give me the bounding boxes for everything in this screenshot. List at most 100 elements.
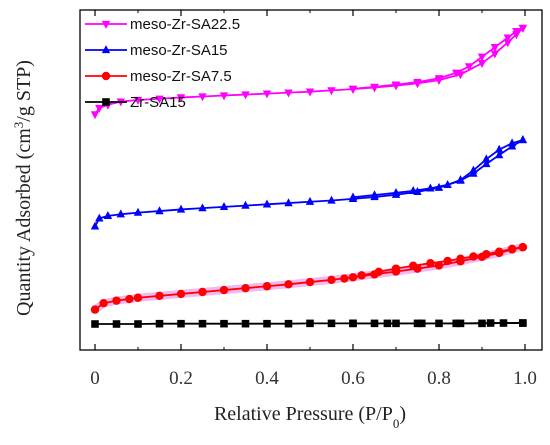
series-1-adsorption-point <box>495 150 504 159</box>
legend-item-2: meso-Zr-SA7.5 <box>85 68 232 85</box>
series-1-adsorption-point <box>305 196 315 205</box>
series-3-desorption-point <box>383 319 392 328</box>
series-1-adsorption-point <box>103 211 113 219</box>
series-2-desorption-point <box>456 254 465 263</box>
series-1-adsorption-point <box>198 203 207 212</box>
y-axis-title: Quantity Adsorbed (cm3/g STP) <box>11 60 36 316</box>
series-2-desorption-point <box>340 274 349 283</box>
series-1-adsorption-point <box>219 202 229 211</box>
series-1-adsorption-point <box>155 206 164 215</box>
series-1-desorption-point <box>482 154 491 163</box>
series-layer <box>90 24 528 328</box>
legend-item-0: meso-Zr-SA22.5 <box>85 16 240 33</box>
series-1-adsorption-point <box>241 200 250 209</box>
series-0-desorption-point <box>413 78 422 87</box>
series-0-adsorption-point <box>198 93 207 102</box>
series-1-adsorption-point <box>327 195 336 204</box>
series-2-adsorption-point <box>284 280 293 289</box>
series-0-desorption-point <box>348 85 358 94</box>
series-1-desorption-point <box>518 135 528 144</box>
series-1-desorption-point <box>443 179 452 188</box>
series-0-adsorption-point <box>90 111 100 120</box>
series-3-adsorption-point <box>284 319 293 328</box>
series-1-adsorption-point <box>482 159 491 168</box>
series-0-desorption-point <box>452 69 461 78</box>
legend-swatch-marker <box>101 20 111 29</box>
legend: meso-Zr-SA22.5 meso-Zr-SA15 meso-Zr-SA7.5 Z… <box>85 16 240 111</box>
series-0-desorption-point <box>490 44 500 53</box>
series-1-desorption-point <box>469 165 478 174</box>
series-0 <box>90 24 528 120</box>
series-1-adsorption-point <box>116 209 125 218</box>
series-1-desorption-point <box>391 187 401 196</box>
series-2 <box>90 243 528 314</box>
x-tick-label: 1.0 <box>513 368 537 389</box>
legend-swatch-marker <box>101 45 111 54</box>
series-3-desorption-point <box>452 319 460 328</box>
series-0-adsorption-point <box>155 95 164 104</box>
series-3-desorption-point <box>418 319 426 328</box>
series-2-desorption-point <box>426 259 435 268</box>
series-3-adsorption-point <box>91 320 99 328</box>
series-1-desorption-point <box>456 175 465 184</box>
series-2-desorption-point <box>518 243 528 252</box>
series-1-desorption-point <box>409 186 418 195</box>
x-tick-label: 0.8 <box>427 368 451 389</box>
series-2-desorption-point <box>374 267 383 277</box>
series-2-adsorption-point <box>155 291 164 301</box>
legend-item-3: Zr-SA15 <box>85 94 186 111</box>
series-1-desorption-point <box>495 144 504 153</box>
series-0-adsorption-point <box>95 104 104 113</box>
series-0-adsorption-point <box>490 50 500 59</box>
legend-swatch-marker <box>101 71 111 81</box>
series-1-adsorption-point <box>133 207 143 216</box>
series-3-adsorption-point <box>155 319 164 328</box>
series-3-desorption-point <box>349 319 357 328</box>
series-2-adsorption-point <box>125 294 134 304</box>
series-3-adsorption-point <box>177 319 185 328</box>
series-0-adsorption-point <box>262 90 272 99</box>
series-0-adsorption-point <box>284 89 293 98</box>
series-0-adsorption-point <box>477 60 487 69</box>
series-0-adsorption-point <box>327 87 336 96</box>
x-tick-label: 0.6 <box>341 368 365 389</box>
x-tick-label: 0 <box>90 368 100 389</box>
series-1-desorption-line <box>352 139 524 199</box>
series-2-adsorption-point <box>305 277 315 287</box>
series-0-desorption-point <box>503 34 512 43</box>
legend-label: Zr-SA15 <box>130 94 186 111</box>
series-2-desorption-point <box>409 261 418 270</box>
series-2-adsorption-point <box>198 287 207 297</box>
series-3-adsorption-point <box>327 319 336 328</box>
series-0-desorption-point <box>434 75 444 84</box>
plot-frame <box>79 9 543 351</box>
series-2-desorption-point <box>495 247 504 256</box>
x-tick-label: 0.4 <box>255 368 279 389</box>
series-0-desorption-point <box>518 24 528 33</box>
series-2-adsorption-point <box>176 289 186 299</box>
series-1-desorption-point <box>370 190 379 199</box>
series-0-adsorption-point <box>305 88 315 97</box>
series-2-desorption-point <box>443 256 452 266</box>
series-2-adsorption-point <box>262 282 272 291</box>
series-1-desorption-point <box>426 183 435 192</box>
series-2-adsorption-point <box>90 305 100 314</box>
series-0-adsorption-point <box>241 91 250 100</box>
axes-layer: 0 0.2 0.4 0.6 0.8 1.0 <box>79 9 543 389</box>
legend-label: meso-Zr-SA7.5 <box>130 68 232 85</box>
series-3-adsorption-point <box>220 319 228 328</box>
series-1-adsorption-point <box>176 204 186 213</box>
series-3-adsorption-point <box>134 320 142 328</box>
series-3-desorption-point <box>486 319 495 327</box>
series-2-desorption-point <box>507 244 517 253</box>
series-1-adsorption-point <box>90 221 100 230</box>
x-axis-title: Relative Pressure (P/P0) <box>214 403 406 431</box>
legend-item-1: meso-Zr-SA15 <box>85 42 228 59</box>
series-2-desorption-point <box>357 271 366 280</box>
series-2-adsorption-point <box>434 261 444 270</box>
legend-label: meso-Zr-SA15 <box>130 42 228 59</box>
x-tick-label: 0.2 <box>169 368 193 389</box>
series-0-adsorption-point <box>176 94 186 103</box>
series-1-adsorption-point <box>95 213 104 222</box>
